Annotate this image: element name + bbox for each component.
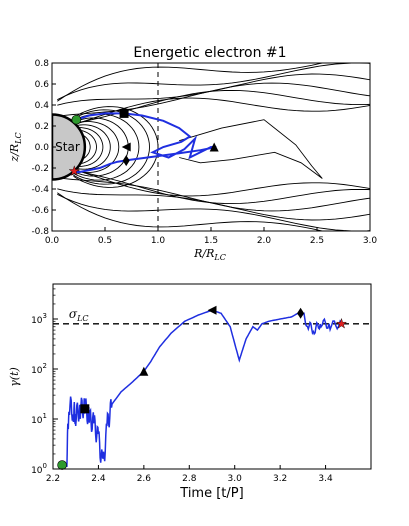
top-chart-title: Energetic electron #1 bbox=[133, 45, 286, 61]
top-y-ticks: 0.8 0.6 0.4 0.2 0.0 -0.2 -0.4 -0.6 -0.8 bbox=[31, 59, 56, 237]
top-x-axis-label: R/RLC bbox=[193, 247, 226, 262]
bottom-y-tick-label: 100 bbox=[31, 462, 47, 476]
top-y-tick-label: -0.6 bbox=[31, 206, 49, 216]
bottom-x-tick-label: 2.2 bbox=[46, 474, 60, 484]
field-line-open bbox=[57, 82, 370, 117]
top-marker-triangle-up bbox=[209, 142, 219, 152]
field-line-open bbox=[57, 193, 370, 231]
top-x-tick-label: 1.0 bbox=[151, 236, 166, 246]
bottom-marker-square bbox=[80, 404, 90, 414]
field-line-open bbox=[57, 177, 370, 212]
top-x-tick-label: 2.5 bbox=[310, 236, 324, 246]
bottom-x-tick-label: 3.2 bbox=[273, 474, 287, 484]
top-x-tick-label: 1.5 bbox=[204, 236, 218, 246]
field-line-closed-7 bbox=[71, 109, 150, 185]
top-x-tick-label: 0.0 bbox=[45, 236, 60, 246]
field-line-closed-4 bbox=[75, 121, 120, 173]
field-line-open bbox=[57, 163, 370, 197]
bottom-x-axis-label: Time [t/P] bbox=[179, 486, 243, 501]
bottom-marker-diamond bbox=[297, 307, 305, 319]
star-label: Star bbox=[55, 140, 80, 154]
bottom-y-ticks: 100 101 102 103 bbox=[31, 283, 58, 476]
bottom-marker-triangle-left bbox=[207, 305, 217, 315]
field-line-closed-0 bbox=[83, 135, 91, 159]
field-line-open bbox=[57, 167, 370, 205]
field-line-closed-2 bbox=[78, 127, 104, 167]
bottom-x-tick-label: 2.8 bbox=[182, 474, 197, 484]
bottom-x-tick-label: 3.4 bbox=[318, 474, 333, 484]
trajectory-line bbox=[72, 112, 217, 174]
bottom-y-tick-label: 101 bbox=[31, 412, 47, 426]
bottom-x-tick-label: 2.4 bbox=[91, 474, 106, 484]
top-y-tick-label: 0.4 bbox=[35, 101, 50, 111]
top-y-tick-label: 0.2 bbox=[35, 122, 49, 132]
bottom-x-tick-label: 2.6 bbox=[137, 474, 152, 484]
field-line-closed-3 bbox=[77, 124, 111, 170]
top-y-tick-label: 0.8 bbox=[35, 59, 50, 69]
top-marker-triangle-left bbox=[121, 142, 131, 152]
top-x-tick-label: 3.0 bbox=[363, 236, 378, 246]
bottom-y-axis-label: γ(t) bbox=[8, 367, 21, 387]
bottom-x-ticks: 2.2 2.4 2.6 2.8 3.0 3.2 3.4 bbox=[46, 465, 333, 484]
top-marker-end bbox=[68, 165, 80, 176]
top-marker-square bbox=[119, 108, 129, 118]
top-plot: Star 0.0 0.5 1.0 1.5 2.0 2.5 3.0 0.80.60.40.20… bbox=[31, 59, 378, 246]
top-markers bbox=[68, 108, 219, 176]
top-marker-start bbox=[71, 114, 82, 125]
top-y-tick-label: -0.8 bbox=[31, 227, 49, 237]
star-disc bbox=[52, 113, 87, 181]
field-line-sheet bbox=[179, 119, 323, 179]
bottom-marker-triangle-up bbox=[139, 366, 149, 376]
bottom-y-tick-label: 102 bbox=[31, 362, 47, 376]
top-marker-diamond bbox=[122, 155, 130, 167]
top-y-tick-label: 0.6 bbox=[35, 80, 50, 90]
bottom-markers bbox=[57, 305, 348, 470]
top-x-tick-label: 0.5 bbox=[98, 236, 112, 246]
top-y-tick-label: -0.2 bbox=[31, 164, 49, 174]
top-y-tick-label: 0.0 bbox=[35, 143, 50, 153]
bottom-marker-start bbox=[57, 460, 67, 470]
field-line-open bbox=[57, 63, 370, 101]
bottom-marker-end bbox=[335, 317, 348, 329]
bottom-x-tick-label: 3.0 bbox=[228, 474, 243, 484]
field-line-open bbox=[57, 89, 370, 127]
bottom-y-tick-label: 103 bbox=[31, 312, 47, 326]
top-x-ticks: 0.0 0.5 1.0 1.5 2.0 2.5 3.0 bbox=[45, 227, 378, 246]
field-line-closed-1 bbox=[81, 130, 97, 164]
top-x-tick-label: 2.0 bbox=[257, 236, 272, 246]
gamma-series-line bbox=[61, 309, 343, 467]
top-y-axis-label: z/RLC bbox=[8, 132, 23, 162]
top-y-tick-label: -0.4 bbox=[31, 185, 49, 195]
